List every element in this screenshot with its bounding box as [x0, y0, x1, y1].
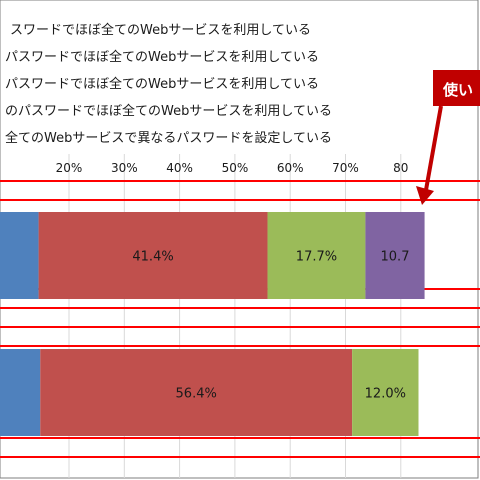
x-tick-label: 20% — [56, 161, 83, 175]
legend-entry: 全てのWebサービスで異なるパスワードを設定している — [5, 130, 332, 146]
x-tick-label: 40% — [166, 161, 193, 175]
bar-segment — [0, 349, 41, 436]
bar-value-label: 10.7 — [381, 250, 410, 265]
legend-entry: のパスワードでほぼ全てのWebサービスを利用している — [5, 103, 332, 119]
bar-value-label: 17.7% — [296, 250, 337, 265]
x-tick-label: 60% — [277, 161, 304, 175]
legend: スワードでほぼ全てのWebサービスを利用している パスワードでほぼ全てのWebサ… — [5, 22, 332, 146]
x-axis-ticks: 20% 30% 40% 50% 60% 70% 80 — [56, 161, 409, 175]
x-tick-label: 50% — [222, 161, 249, 175]
bar-segment — [38, 212, 268, 299]
callout-box — [433, 70, 480, 106]
callout-arrow-line — [424, 105, 443, 191]
legend-entry: パスワードでほぼ全てのWebサービスを利用している — [5, 49, 319, 65]
bar-segment — [365, 212, 425, 299]
bar-value-label: 56.4% — [176, 387, 217, 402]
legend-entry: スワードでほぼ全てのWebサービスを利用している — [10, 22, 311, 38]
bars: 41.4% 17.7% 10.7 56.4% 12.0% — [0, 212, 425, 436]
x-tick-label: 70% — [332, 161, 359, 175]
legend-entry: パスワードでほぼ全てのWebサービスを利用している — [5, 76, 319, 92]
bar-segment — [352, 349, 419, 436]
bar-segment — [0, 212, 39, 299]
highlight-frame — [0, 326, 480, 458]
bar-value-label: 12.0% — [365, 387, 406, 402]
callout: 使い — [416, 70, 480, 205]
bar-segment — [40, 349, 353, 436]
callout-arrowhead — [416, 186, 434, 205]
highlight-frame — [0, 180, 480, 309]
bar-segment — [267, 212, 366, 299]
x-tick-label: 30% — [111, 161, 138, 175]
x-tick-label: 80 — [393, 161, 408, 175]
bar-value-label: 41.4% — [132, 250, 173, 265]
callout-text: 使い — [442, 81, 473, 99]
